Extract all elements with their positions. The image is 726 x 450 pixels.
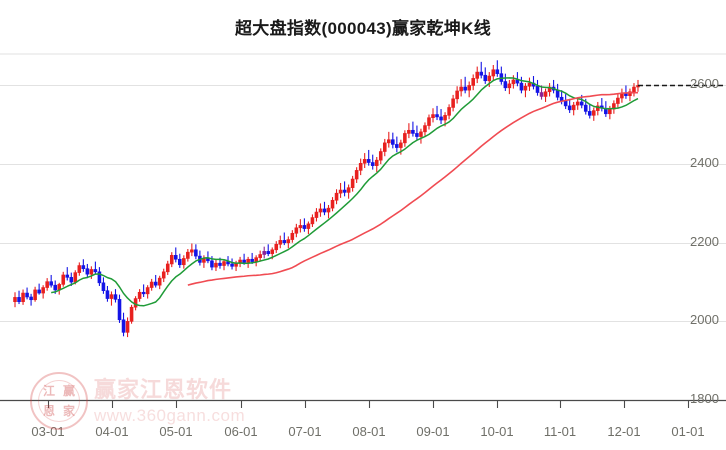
candlestick-series xyxy=(13,60,640,338)
y-axis-tick-label: 2600 xyxy=(690,76,719,92)
x-axis-tick-label: 08-01 xyxy=(352,424,386,439)
chart-title: 超大盘指数(000043)赢家乾坤K线 xyxy=(234,19,492,38)
x-axis-tick-label: 06-01 xyxy=(224,424,258,439)
x-axis-tick-label: 12-01 xyxy=(607,424,641,439)
x-axis-tick-label: 03-01 xyxy=(31,424,65,439)
x-axis-tick-label: 11-01 xyxy=(543,424,577,439)
y-axis-tick-label: 1800 xyxy=(690,391,719,406)
y-axis-tick-label: 2000 xyxy=(690,312,719,328)
x-axis-tick-label: 07-01 xyxy=(288,424,322,439)
x-axis-tick-label: 09-01 xyxy=(416,424,450,439)
x-axis-tick-label: 10-01 xyxy=(480,424,514,439)
y-axis-tick-label: 2200 xyxy=(690,233,719,249)
y-axis-tick-label: 2400 xyxy=(690,155,719,171)
x-axis xyxy=(0,399,726,408)
moving-average-lines xyxy=(51,77,639,307)
x-axis-tick-label: 05-01 xyxy=(159,424,193,439)
gridlines xyxy=(0,53,726,401)
x-axis-tick-label: 04-01 xyxy=(95,424,129,439)
x-axis-tick-label: 01-01 xyxy=(671,424,705,439)
